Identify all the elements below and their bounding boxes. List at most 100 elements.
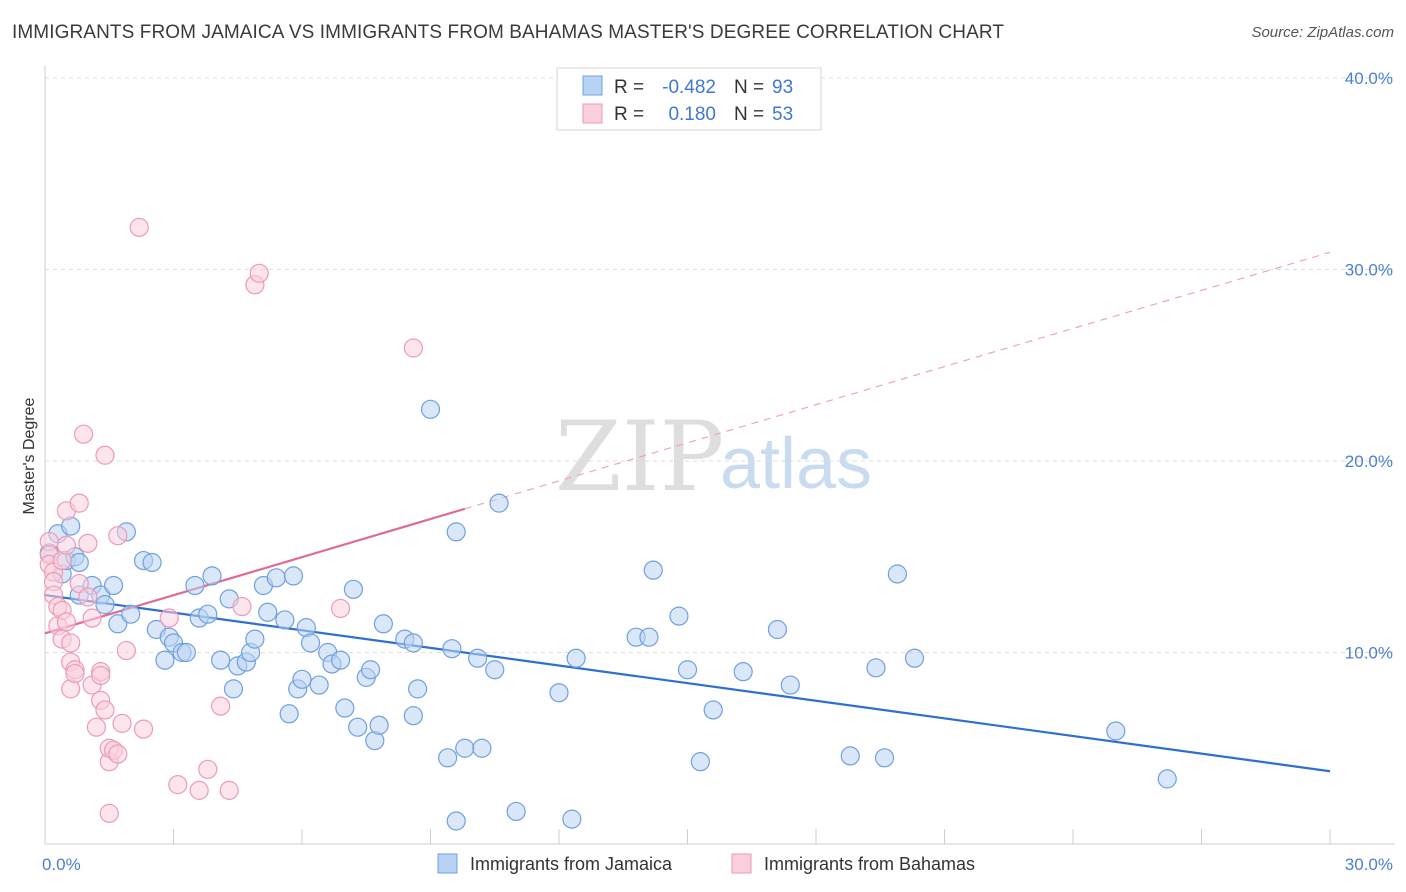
- point-jamaica-27: [211, 650, 231, 670]
- point-jamaica-26: [202, 566, 222, 586]
- stats-legend: R = -0.482 N = 93 R = 0.180 N = 53: [556, 67, 822, 131]
- point-jamaica-82: [767, 619, 788, 640]
- legend-n-label-1: N =: [734, 77, 764, 98]
- legend-n-value-2: 53: [772, 104, 793, 125]
- point-jamaica-65: [455, 738, 475, 758]
- point-bahamas-38: [116, 640, 136, 661]
- point-bahamas-47: [219, 780, 239, 800]
- point-jamaica-69: [489, 493, 509, 513]
- point-bahamas-46: [211, 696, 231, 716]
- point-bahamas-37: [112, 713, 132, 733]
- point-jamaica-72: [562, 809, 582, 829]
- point-jamaica-68: [485, 660, 505, 680]
- point-bahamas-11: [56, 535, 77, 555]
- point-jamaica-50: [348, 717, 368, 737]
- point-jamaica-61: [438, 748, 458, 768]
- point-bahamas-45: [198, 759, 218, 779]
- point-jamaica-29: [223, 679, 244, 699]
- point-bahamas-43: [168, 775, 188, 795]
- point-bahamas-44: [189, 780, 209, 800]
- gridlines: [45, 77, 1395, 653]
- point-bahamas-42: [159, 608, 179, 628]
- point-jamaica-81: [733, 662, 753, 682]
- point-bahamas-41: [133, 719, 154, 739]
- point-jamaica-88: [904, 648, 925, 668]
- point-bahamas-30: [95, 445, 115, 465]
- point-bahamas-12: [56, 612, 77, 632]
- point-jamaica-37: [275, 610, 295, 630]
- y-tick-label-3: 40.0%: [1345, 69, 1393, 88]
- point-bahamas-29: [91, 665, 111, 686]
- series-legend-swatch-bahamas: [731, 853, 752, 874]
- point-jamaica-10: [95, 595, 115, 615]
- point-jamaica-16: [142, 552, 162, 573]
- point-jamaica-60: [420, 399, 441, 419]
- point-bahamas-39: [99, 803, 119, 823]
- legend-r-label-2: R =: [614, 104, 644, 125]
- legend-swatch-jamaica: [582, 75, 603, 96]
- point-jamaica-13: [121, 604, 141, 624]
- point-bahamas-25: [82, 608, 102, 628]
- point-jamaica-83: [780, 675, 800, 695]
- point-jamaica-54: [369, 715, 389, 735]
- point-jamaica-90: [1157, 769, 1177, 789]
- point-jamaica-58: [403, 706, 423, 726]
- point-bahamas-50: [249, 263, 269, 283]
- point-jamaica-64: [446, 811, 466, 831]
- x-tick-label-0: 0.0%: [42, 855, 81, 874]
- point-jamaica-87: [887, 564, 907, 584]
- point-jamaica-57: [403, 633, 423, 653]
- point-jamaica-76: [643, 560, 663, 580]
- point-bahamas-19: [69, 573, 89, 594]
- point-jamaica-62: [442, 639, 462, 659]
- source-credit: Source: ZipAtlas.com: [1251, 24, 1394, 41]
- point-jamaica-73: [566, 648, 586, 668]
- point-jamaica-63: [446, 522, 466, 542]
- point-jamaica-71: [549, 683, 569, 703]
- point-jamaica-79: [690, 752, 710, 772]
- point-bahamas-35: [108, 526, 128, 546]
- y-tick-label-0: 10.0%: [1345, 644, 1393, 663]
- trend-line-bahamas-dashed: [464, 251, 1331, 510]
- point-jamaica-75: [639, 627, 659, 647]
- series-legend-label-jamaica: Immigrants from Jamaica: [470, 854, 673, 874]
- point-jamaica-70: [506, 801, 526, 822]
- point-jamaica-66: [468, 648, 488, 668]
- point-bahamas-40: [129, 217, 149, 237]
- x-tick-label-1: 30.0%: [1345, 855, 1393, 874]
- point-jamaica-47: [330, 650, 351, 670]
- point-bahamas-20: [69, 493, 89, 513]
- point-bahamas-23: [78, 533, 98, 553]
- trend-line-jamaica: [44, 593, 1331, 773]
- point-jamaica-86: [874, 748, 895, 768]
- point-jamaica-59: [408, 679, 428, 699]
- point-bahamas-18: [65, 663, 85, 684]
- point-bahamas-48: [232, 596, 252, 617]
- point-bahamas-22: [78, 587, 98, 607]
- point-jamaica-85: [866, 658, 886, 678]
- watermark-atlas: atlas: [720, 424, 872, 504]
- trend-line-bahamas-solid: [44, 507, 466, 635]
- point-jamaica-49: [343, 579, 363, 599]
- point-jamaica-22: [176, 642, 196, 663]
- point-jamaica-41: [292, 669, 312, 689]
- point-jamaica-84: [840, 746, 860, 766]
- series-legend-label-bahamas: Immigrants from Bahamas: [764, 854, 975, 874]
- point-jamaica-78: [677, 660, 698, 680]
- point-jamaica-39: [283, 566, 304, 586]
- point-jamaica-52: [360, 660, 381, 680]
- point-jamaica-6: [69, 552, 89, 573]
- point-bahamas-14: [61, 633, 81, 653]
- point-jamaica-48: [335, 698, 355, 718]
- series-legend: Immigrants from Jamaica Immigrants from …: [437, 853, 975, 874]
- point-jamaica-89: [1106, 721, 1126, 741]
- point-jamaica-36: [266, 568, 286, 588]
- point-jamaica-18: [155, 650, 175, 670]
- point-bahamas-51: [330, 598, 351, 619]
- point-bahamas-21: [73, 424, 94, 444]
- point-jamaica-23: [185, 575, 205, 596]
- point-jamaica-25: [198, 604, 218, 624]
- series-legend-swatch-jamaica: [437, 853, 458, 874]
- y-axis-title: Master's Degree: [21, 397, 38, 514]
